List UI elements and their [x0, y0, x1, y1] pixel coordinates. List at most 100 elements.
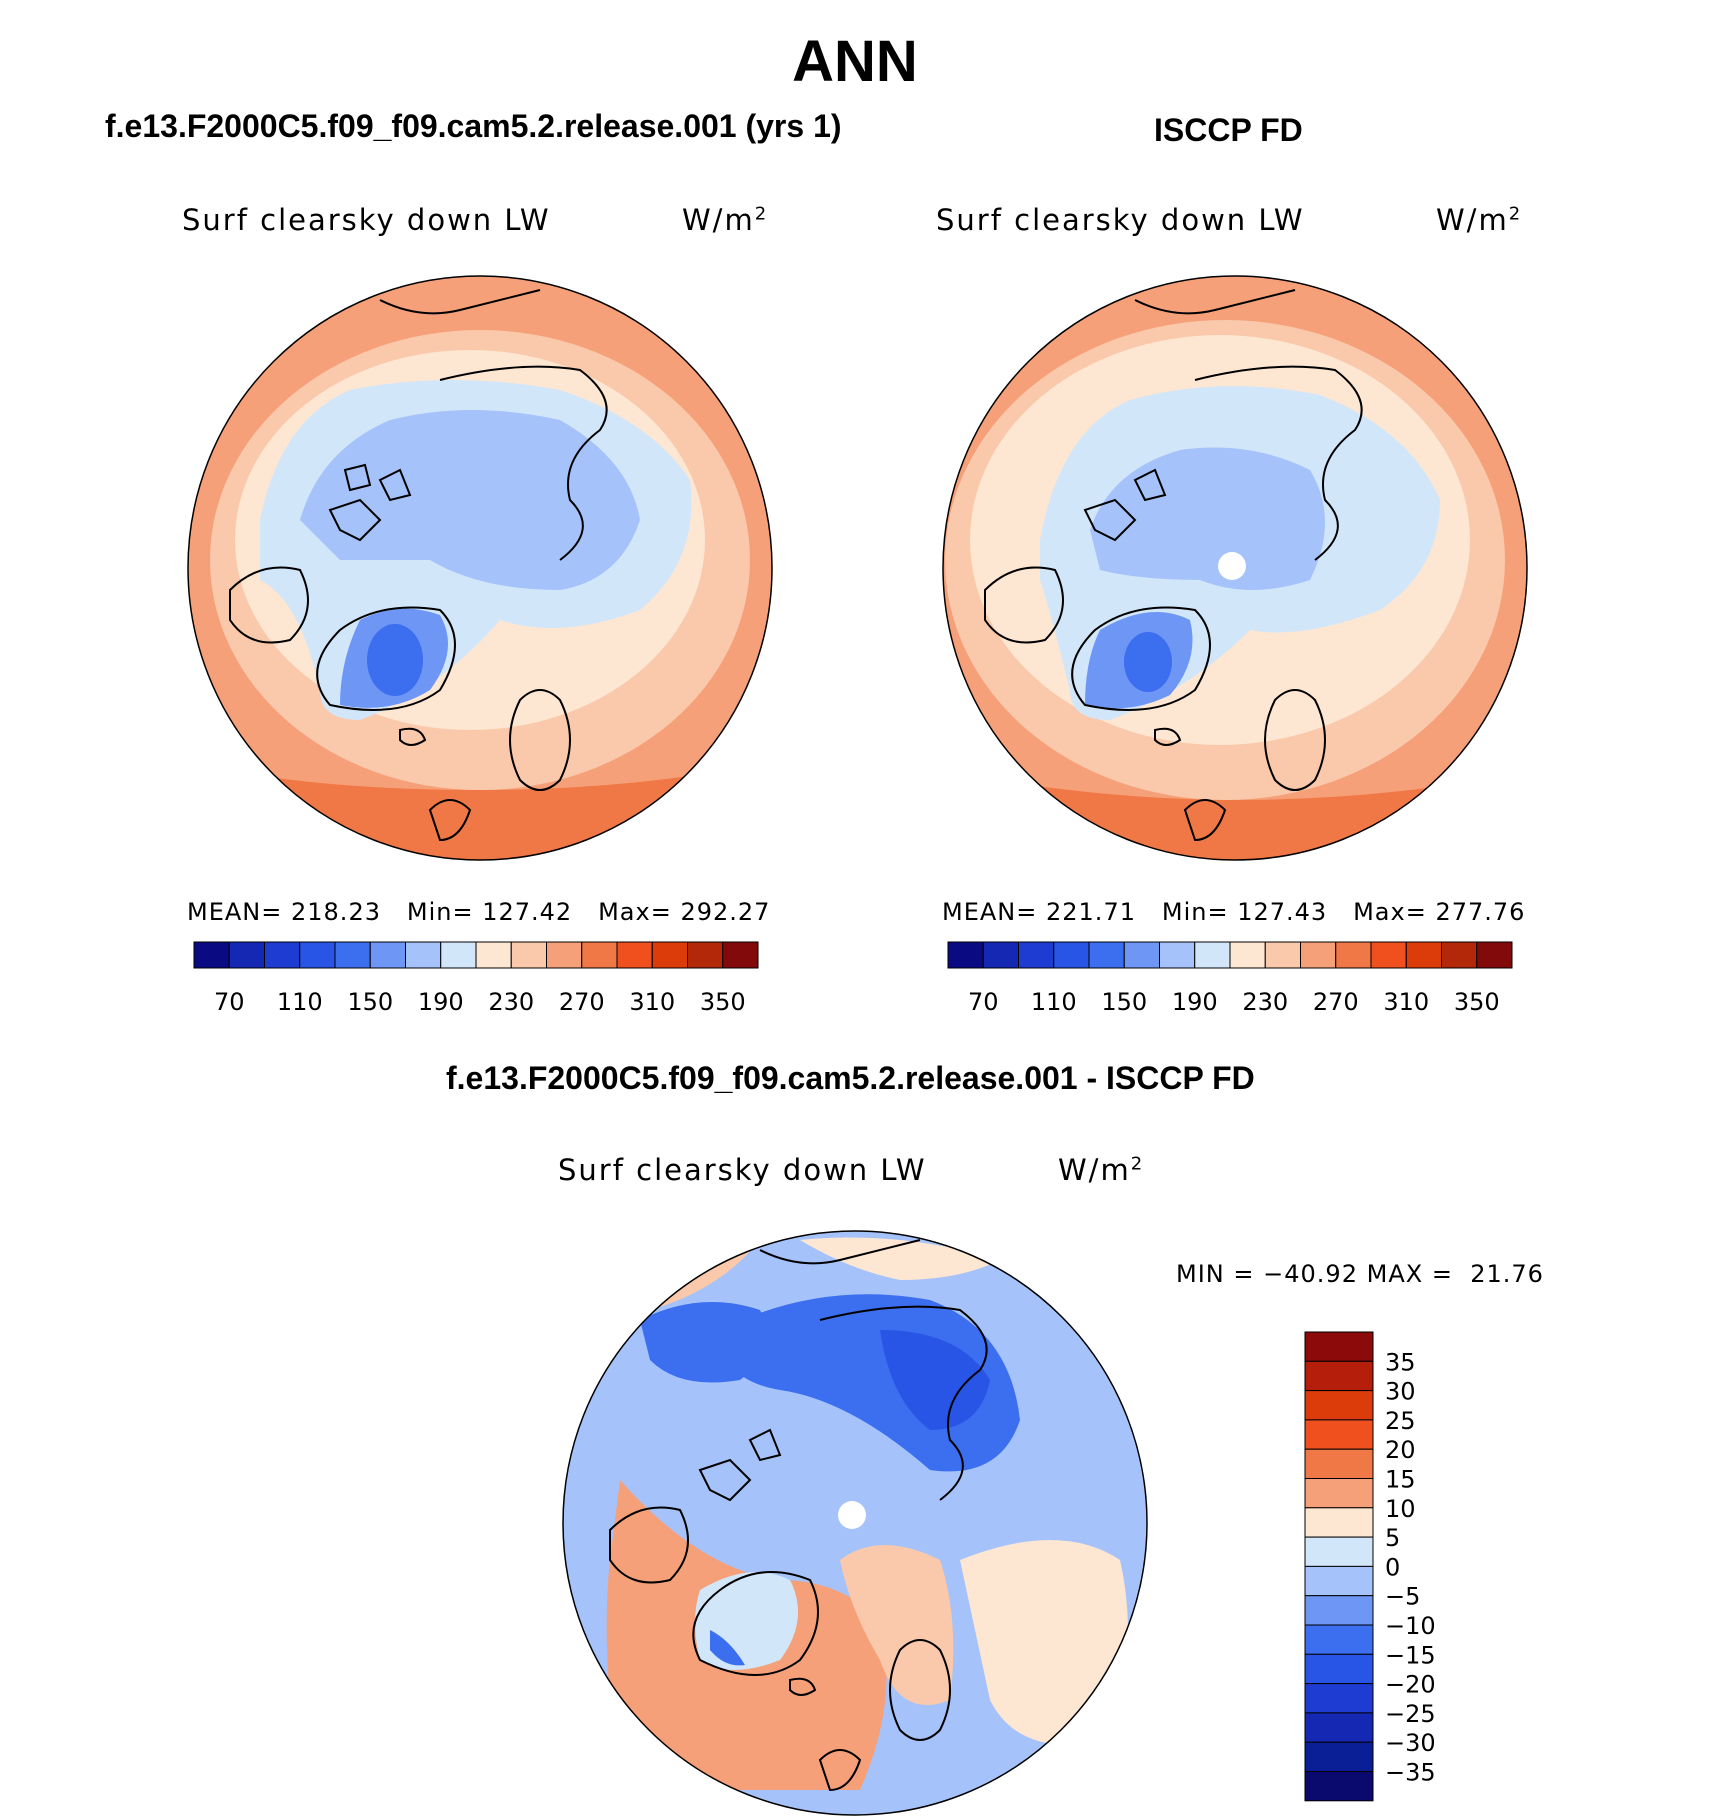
colorbar-difference-swatch [1304, 1712, 1374, 1743]
colorbar-difference-tick-label: 15 [1385, 1466, 1416, 1494]
colorbar-1-tick-label: 350 [700, 988, 746, 1016]
colorbar-difference-tick-label: −5 [1385, 1583, 1420, 1611]
colorbar-1-swatch [193, 941, 230, 969]
colorbar-difference-swatch [1304, 1507, 1374, 1538]
map-3-greenland-strip [710, 1630, 745, 1666]
panel-2-units: W/m2 [1436, 203, 1523, 237]
colorbar-2-swatch [1264, 941, 1301, 969]
colorbar-2-swatch [1018, 941, 1055, 969]
colorbar-difference-swatch [1304, 1390, 1374, 1421]
map-3-siberia-core [880, 1330, 990, 1430]
colorbar-difference-swatch [1304, 1360, 1374, 1392]
colorbar-difference-swatch [1304, 1448, 1374, 1479]
colorbar-1-tick-label: 70 [214, 988, 245, 1016]
colorbar-2-tick-label: 310 [1383, 988, 1429, 1016]
panel-3-stats: MIN = −40.92 MAX = 21.76 [1176, 1260, 1544, 1288]
colorbar-1-swatch [334, 941, 371, 969]
colorbar-1-swatch [651, 941, 688, 969]
colorbar-difference-tick-label: −25 [1385, 1700, 1436, 1728]
colorbar-difference-tick-label: 35 [1385, 1348, 1416, 1376]
colorbar-difference-swatch [1304, 1478, 1374, 1509]
colorbar-difference-tick-label: −10 [1385, 1612, 1436, 1640]
colorbar-2-tick-label: 190 [1172, 988, 1218, 1016]
colorbar-2-swatch [1405, 941, 1442, 969]
colorbar-2-tick-label: 110 [1031, 988, 1077, 1016]
colorbar-2-swatch [1159, 941, 1196, 969]
map-1-arctic-core [300, 410, 640, 590]
colorbar-difference-swatch [1304, 1683, 1374, 1714]
map-2-observation [943, 276, 1527, 860]
colorbar-difference-swatch [1304, 1331, 1374, 1362]
colorbar-1-swatch [475, 941, 512, 969]
colorbar-1-swatch [510, 941, 547, 969]
colorbar-2-swatch [1194, 941, 1231, 969]
colorbar-2-swatch [1088, 941, 1125, 969]
map-1-coastlines [229, 289, 608, 842]
colorbar-difference-tick-label: −15 [1385, 1641, 1436, 1669]
colorbar-1-swatch [616, 941, 653, 969]
colorbar-1-swatch [264, 941, 301, 969]
map-3-europe-cream [960, 1540, 1128, 1745]
colorbar-2-swatch [1053, 941, 1090, 969]
map-3-coastlines [609, 1239, 988, 1792]
colorbar-difference-swatch [1304, 1771, 1374, 1802]
colorbar-1-swatch [581, 941, 618, 969]
panel-3-header: f.e13.F2000C5.f09_f09.cam5.2.release.001… [446, 1060, 1255, 1096]
colorbar-difference-swatch [1304, 1536, 1374, 1567]
map-2-greenland-core [1124, 632, 1172, 692]
map-2-arctic-core [1090, 447, 1325, 590]
colorbar-difference-swatch [1304, 1565, 1374, 1597]
map-3-border [562, 1230, 1148, 1816]
colorbar-2-tick-label: 270 [1313, 988, 1359, 1016]
map-2-pole-missing [1218, 552, 1246, 580]
map-3-difference [563, 1231, 1147, 1815]
colorbar-2-swatch [982, 941, 1019, 969]
map-3-canada-negative [640, 1302, 767, 1383]
colorbar-1-tick-label: 270 [559, 988, 605, 1016]
panel-3-variable: Surf clearsky down LW [558, 1153, 927, 1187]
colorbar-2-swatch [1300, 941, 1337, 969]
map-3-scandinavia-peach [840, 1545, 954, 1705]
colorbar-1-swatch [228, 941, 265, 969]
colorbar-2-swatch [1370, 941, 1407, 969]
map-1-model [188, 276, 772, 860]
colorbar-difference-tick-label: −20 [1385, 1671, 1436, 1699]
colorbar-2-tick-label: 70 [968, 988, 999, 1016]
colorbar-2-tick-label: 150 [1101, 988, 1147, 1016]
colorbar-2-swatch [1335, 941, 1372, 969]
colorbar-difference-swatch [1304, 1419, 1374, 1450]
colorbar-1-swatch [546, 941, 583, 969]
panel-1-units: W/m2 [682, 203, 769, 237]
panel-1-stats: MEAN= 218.23 Min= 127.42 Max= 292.27 [187, 898, 771, 926]
colorbar-2-tick-label: 350 [1454, 988, 1500, 1016]
map-2-coastlines [984, 289, 1363, 842]
panel-2-stats: MEAN= 221.71 Min= 127.43 Max= 277.76 [942, 898, 1526, 926]
colorbar-2-tick-label: 230 [1242, 988, 1288, 1016]
panel-2-variable: Surf clearsky down LW [936, 203, 1305, 237]
map-1-greenland-core [367, 624, 423, 696]
panel-1-variable: Surf clearsky down LW [182, 203, 551, 237]
colorbar-2-swatch [1441, 941, 1478, 969]
map-3-greenland-pale [695, 1572, 798, 1670]
colorbar-1-tick-label: 310 [629, 988, 675, 1016]
colorbar-2-swatch [1476, 941, 1513, 969]
colorbar-difference-swatch [1304, 1624, 1374, 1655]
colorbar-1-tick-label: 190 [418, 988, 464, 1016]
colorbar-difference-swatch [1304, 1653, 1374, 1685]
colorbar-difference-swatch [1304, 1741, 1374, 1772]
colorbar-2-swatch [1123, 941, 1160, 969]
colorbar-difference-swatch [1304, 1595, 1374, 1626]
colorbar-difference-tick-label: 10 [1385, 1495, 1416, 1523]
colorbar-difference-tick-label: 25 [1385, 1407, 1416, 1435]
colorbar-2: 70 110 150 190 230 270 310 350 [947, 941, 1513, 1016]
colorbar-1: 70 110 150 190 230 270 310 350 [193, 941, 759, 1016]
main-title: ANN [792, 29, 918, 94]
map-3-pole-missing [838, 1501, 866, 1529]
colorbar-1-tick-label: 110 [277, 988, 323, 1016]
colorbar-difference-tick-label: 30 [1385, 1378, 1416, 1406]
colorbar-difference-tick-label: −35 [1385, 1759, 1436, 1787]
map-1-border [187, 275, 773, 861]
map-3-north-cream [800, 1237, 1000, 1280]
